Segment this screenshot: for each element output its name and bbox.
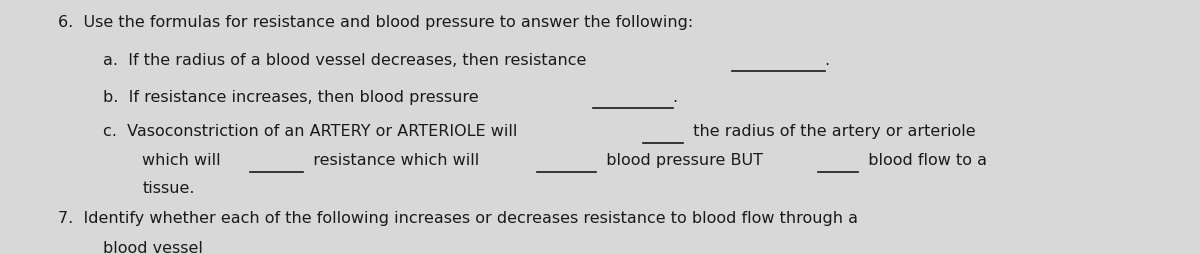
Text: blood pressure BUT: blood pressure BUT: [596, 152, 768, 167]
Text: which will: which will: [142, 152, 226, 167]
Text: b.  If resistance increases, then blood pressure: b. If resistance increases, then blood p…: [102, 89, 484, 104]
Text: blood vessel: blood vessel: [102, 240, 203, 254]
Text: .: .: [672, 89, 678, 104]
Text: resistance which will: resistance which will: [302, 152, 485, 167]
Text: tissue.: tissue.: [142, 181, 194, 196]
Text: 6.  Use the formulas for resistance and blood pressure to answer the following:: 6. Use the formulas for resistance and b…: [59, 15, 694, 30]
Text: the radius of the artery or arteriole: the radius of the artery or arteriole: [683, 124, 976, 139]
Text: blood flow to a: blood flow to a: [858, 152, 986, 167]
Text: .: .: [824, 53, 829, 68]
Text: c.  Vasoconstriction of an ARTERY or ARTERIOLE will: c. Vasoconstriction of an ARTERY or ARTE…: [102, 124, 522, 139]
Text: 7.  Identify whether each of the following increases or decreases resistance to : 7. Identify whether each of the followin…: [59, 210, 858, 225]
Text: a.  If the radius of a blood vessel decreases, then resistance: a. If the radius of a blood vessel decre…: [102, 53, 592, 68]
